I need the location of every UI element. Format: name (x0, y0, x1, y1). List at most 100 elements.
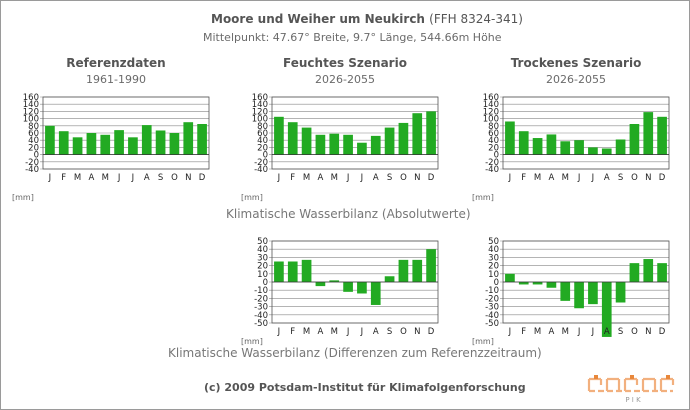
x-tick-label: J (277, 173, 281, 183)
x-tick-label: O (631, 173, 638, 183)
y-tick-label: 0 (34, 151, 39, 161)
bar-F (518, 131, 529, 155)
bar-A (601, 148, 612, 155)
x-tick-label: A (604, 327, 610, 337)
plot-area (271, 96, 439, 170)
x-tick-label: M (303, 327, 310, 337)
x-tick-label: M (562, 327, 569, 337)
x-tick-label: A (89, 173, 95, 183)
x-tick-label: A (549, 173, 555, 183)
y-tick-label: -20 (25, 158, 39, 168)
bar-N (643, 259, 654, 282)
bar-A (370, 135, 381, 155)
bar-N (412, 259, 423, 282)
unit-label: [mm] (12, 193, 34, 202)
x-tick-label: F (521, 173, 526, 183)
y-tick-label: 60 (257, 129, 268, 139)
unit-label: [mm] (472, 337, 494, 346)
y-tick-label: 30 (488, 253, 499, 263)
copyright-footer: (c) 2009 Potsdam-Institut für Klimafolge… (204, 381, 526, 394)
x-tick-label: A (604, 173, 610, 183)
bar-M (560, 282, 571, 301)
y-tick-label: 100 (252, 115, 268, 125)
bar-J (114, 130, 124, 155)
bar-D (426, 249, 436, 282)
y-tick-label: 0 (494, 151, 499, 161)
y-tick-label: -40 (485, 311, 499, 321)
x-tick-label: J (346, 327, 350, 337)
y-tick-label: 160 (252, 93, 268, 103)
bar-F (287, 261, 298, 282)
x-tick-label: J (360, 173, 364, 183)
bar-A (601, 282, 612, 337)
y-tick-label: 0 (263, 278, 268, 288)
y-tick-label: 10 (257, 270, 268, 280)
bar-N (183, 122, 194, 155)
plot-area (42, 96, 210, 170)
x-tick-label: O (171, 173, 178, 183)
y-tick-label: 100 (23, 115, 39, 125)
x-tick-label: F (290, 173, 295, 183)
x-tick-label: J (277, 327, 281, 337)
bar-F (518, 282, 529, 285)
x-tick-label: D (428, 173, 435, 183)
y-tick-label: 120 (23, 107, 39, 117)
bar-J (274, 261, 284, 282)
x-tick-label: J (508, 327, 512, 337)
x-tick-label: M (102, 173, 109, 183)
y-tick-label: 40 (488, 245, 499, 255)
x-tick-label: J (577, 173, 581, 183)
site-name: Moore und Weiher um Neukirch (211, 12, 425, 26)
x-tick-label: A (549, 327, 555, 337)
bar-J (588, 147, 598, 155)
bar-A (546, 134, 557, 155)
x-tick-label: S (618, 173, 623, 183)
y-tick-label: -40 (485, 165, 499, 175)
bar-M (560, 141, 571, 155)
y-tick-label: -20 (485, 158, 499, 168)
bar-D (426, 111, 436, 155)
x-tick-label: N (414, 173, 420, 183)
x-tick-label: D (199, 173, 206, 183)
y-tick-label: 40 (28, 136, 39, 146)
bar-S (155, 130, 166, 155)
x-tick-label: D (659, 173, 666, 183)
panel-title-wet: Feuchtes Szenario (283, 56, 407, 70)
figure-title: Moore und Weiher um Neukirch (FFH 8324-3… (211, 12, 523, 26)
bar-M (532, 138, 543, 155)
bar-D (657, 116, 667, 155)
bar-O (629, 124, 640, 155)
y-tick-label: 40 (257, 136, 268, 146)
y-tick-label: 0 (263, 151, 268, 161)
bar-D (657, 263, 667, 282)
x-tick-label: N (185, 173, 191, 183)
bar-O (398, 259, 409, 282)
y-tick-label: -50 (485, 319, 499, 329)
y-tick-label: -30 (254, 303, 268, 313)
y-tick-label: 0 (494, 278, 499, 288)
x-tick-label: J (360, 327, 364, 337)
x-tick-label: J (117, 173, 121, 183)
x-tick-label: N (645, 173, 651, 183)
y-tick-label: -20 (254, 294, 268, 304)
x-tick-label: M (303, 173, 310, 183)
y-tick-label: 20 (257, 143, 268, 153)
x-tick-label: J (131, 173, 135, 183)
x-tick-label: N (414, 327, 420, 337)
y-tick-label: 120 (483, 107, 499, 117)
y-tick-label: 20 (28, 143, 39, 153)
bar-S (384, 127, 395, 155)
x-tick-label: S (158, 173, 163, 183)
x-tick-label: J (346, 173, 350, 183)
bar-M (329, 133, 340, 155)
bar-J (357, 282, 367, 294)
bar-M (72, 137, 83, 155)
bar-J (505, 121, 515, 155)
bar-A (86, 133, 97, 155)
logo-text: P I K (625, 396, 641, 404)
bar-D (197, 124, 207, 155)
